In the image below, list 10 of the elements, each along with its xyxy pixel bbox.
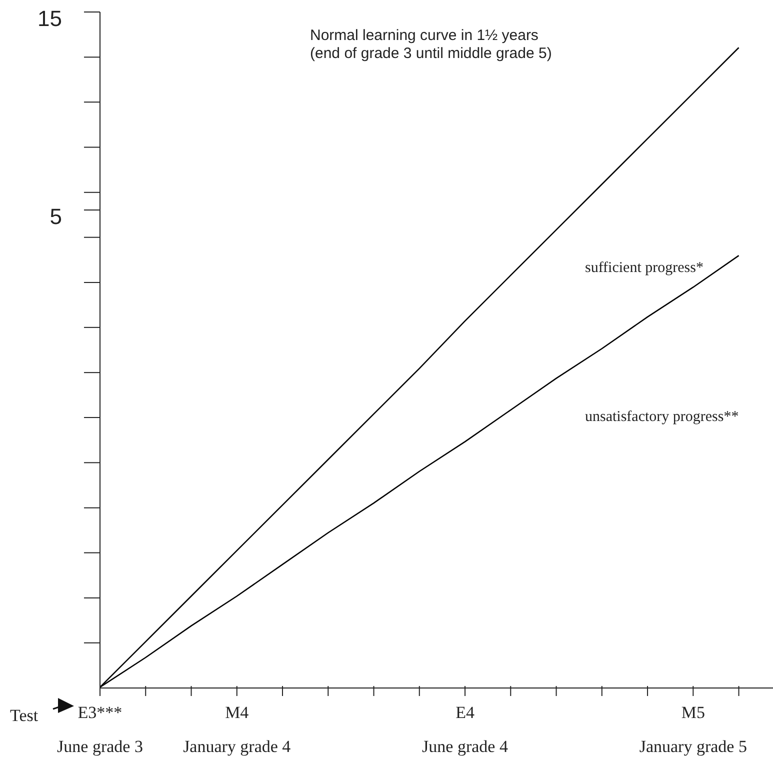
annotation: unsatisfactory progress** [585, 409, 739, 425]
text: Test [10, 706, 38, 725]
y-tick-label: 5 [50, 204, 62, 230]
x-tick-label: E3*** June grade 3 [57, 703, 143, 756]
x-tick-label: E4 June grade 4 [422, 703, 508, 756]
annotation: Normal learning curve in 1½ years (end of grade 3 until middle grade 5) [310, 27, 552, 62]
annotation: sufficient progress* [585, 260, 704, 276]
y-tick-label: 15 [38, 6, 62, 31]
x-tick-label: M4 January grade 4 [183, 703, 292, 756]
x-tick-label: M5 January grade 5 [639, 703, 747, 756]
